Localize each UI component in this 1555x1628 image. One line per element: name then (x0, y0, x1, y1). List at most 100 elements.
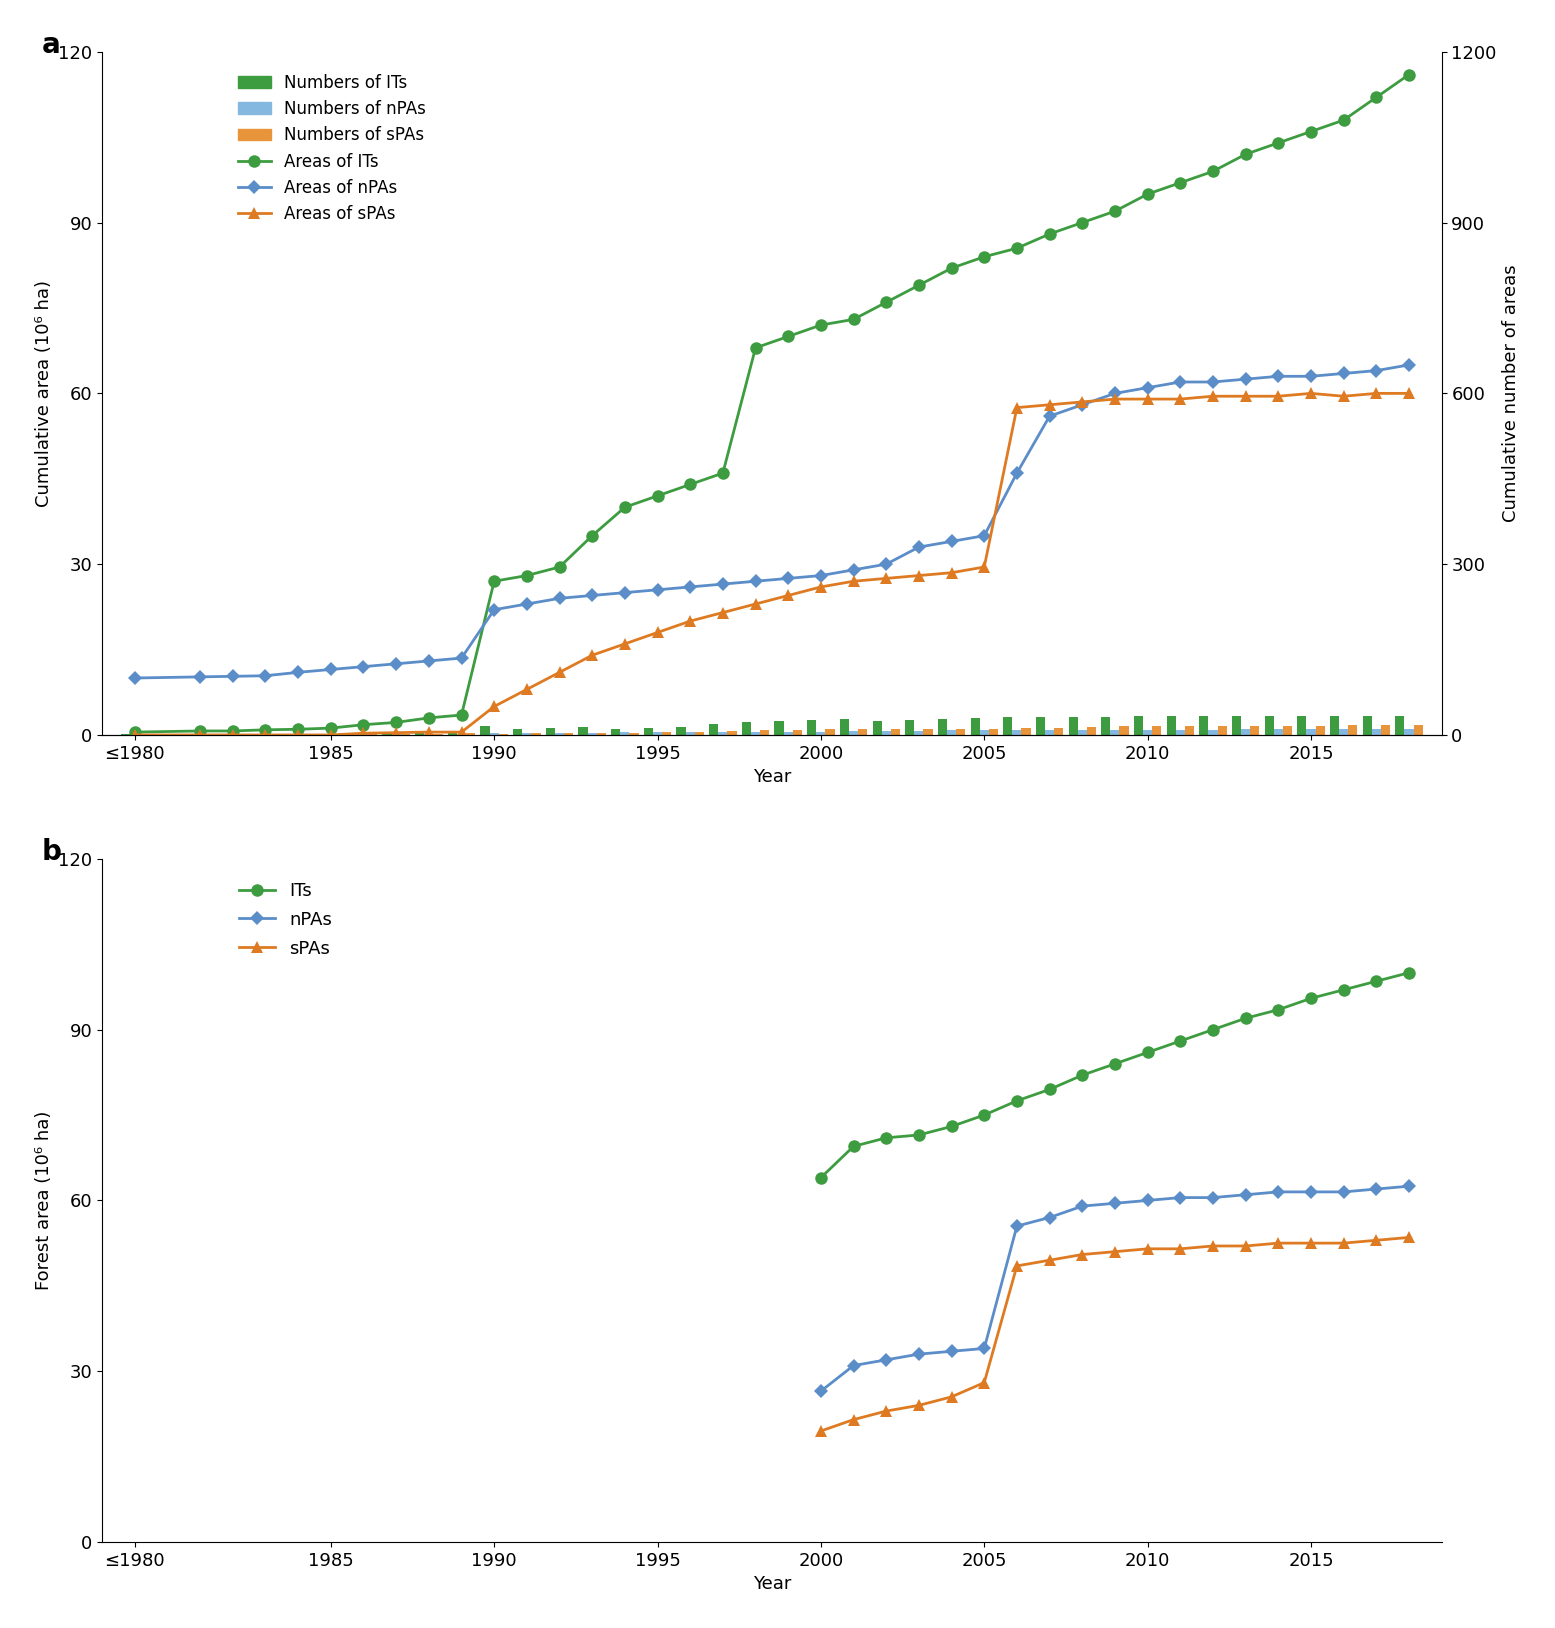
Bar (1003, 718, 1012, 734)
Bar (970, 718, 980, 734)
Bar (1036, 718, 1045, 734)
Bar (597, 733, 606, 734)
Bar (1232, 716, 1241, 734)
Bar (1176, 729, 1185, 734)
Bar (1054, 728, 1064, 734)
Bar (1218, 726, 1227, 734)
Bar (849, 731, 858, 734)
Bar (1348, 724, 1358, 734)
Y-axis label: Cumulative number of areas: Cumulative number of areas (1502, 265, 1521, 523)
Bar (480, 726, 490, 734)
Bar (1134, 716, 1143, 734)
Bar (924, 729, 933, 734)
Bar (751, 731, 760, 734)
Bar (620, 733, 630, 734)
Text: b: b (42, 838, 62, 866)
Bar (1413, 724, 1423, 734)
Bar (1022, 728, 1031, 734)
Bar (774, 721, 784, 734)
Bar (914, 731, 924, 734)
Bar (490, 733, 499, 734)
Bar (513, 729, 522, 734)
Bar (1199, 716, 1208, 734)
Bar (1241, 729, 1250, 734)
X-axis label: Year: Year (753, 1576, 791, 1594)
Bar (611, 729, 620, 734)
Bar (653, 733, 662, 734)
Bar (1143, 729, 1152, 734)
Bar (938, 720, 947, 734)
Bar (1110, 729, 1120, 734)
Bar (415, 733, 425, 734)
X-axis label: Year: Year (753, 768, 791, 786)
Bar (1166, 716, 1176, 734)
Bar (383, 733, 392, 734)
Bar (1404, 729, 1413, 734)
Bar (1185, 726, 1194, 734)
Bar (1306, 729, 1316, 734)
Bar (742, 723, 751, 734)
Bar (882, 731, 891, 734)
Bar (1152, 726, 1162, 734)
Bar (1395, 716, 1404, 734)
Bar (555, 733, 564, 734)
Bar (588, 733, 597, 734)
Bar (816, 731, 826, 734)
Bar (1330, 716, 1339, 734)
Bar (826, 729, 835, 734)
Bar (1120, 726, 1129, 734)
Bar (858, 729, 868, 734)
Bar (1078, 729, 1087, 734)
Bar (662, 733, 672, 734)
Bar (793, 729, 802, 734)
Y-axis label: Cumulative area (10⁶ ha): Cumulative area (10⁶ ha) (34, 280, 53, 506)
Text: a: a (42, 31, 61, 59)
Bar (686, 733, 695, 734)
Bar (1101, 718, 1110, 734)
Bar (1012, 729, 1022, 734)
Bar (891, 729, 900, 734)
Bar (1283, 726, 1292, 734)
Bar (1250, 726, 1260, 734)
Bar (1045, 729, 1054, 734)
Bar (872, 721, 882, 734)
Bar (905, 720, 914, 734)
Bar (1264, 716, 1274, 734)
Bar (644, 728, 653, 734)
Y-axis label: Forest area (10⁶ ha): Forest area (10⁶ ha) (34, 1110, 53, 1289)
Legend: ITs, nPAs, sPAs: ITs, nPAs, sPAs (232, 874, 339, 965)
Bar (676, 728, 686, 734)
Bar (522, 733, 532, 734)
Bar (989, 729, 998, 734)
Bar (1372, 729, 1381, 734)
Bar (1208, 729, 1218, 734)
Bar (840, 720, 849, 734)
Bar (947, 731, 956, 734)
Bar (578, 728, 588, 734)
Bar (466, 733, 476, 734)
Bar (980, 731, 989, 734)
Legend: Numbers of ITs, Numbers of nPAs, Numbers of sPAs, Areas of ITs, Areas of nPAs, A: Numbers of ITs, Numbers of nPAs, Numbers… (232, 67, 432, 230)
Bar (1068, 718, 1078, 734)
Bar (1316, 726, 1325, 734)
Bar (784, 731, 793, 734)
Bar (956, 729, 966, 734)
Bar (532, 733, 541, 734)
Bar (448, 731, 457, 734)
Bar (1339, 729, 1348, 734)
Bar (564, 733, 574, 734)
Bar (1274, 729, 1283, 734)
Bar (350, 733, 359, 734)
Bar (1381, 724, 1390, 734)
Bar (728, 731, 737, 734)
Bar (695, 731, 704, 734)
Bar (807, 720, 816, 734)
Bar (1297, 716, 1306, 734)
Bar (718, 733, 728, 734)
Bar (630, 733, 639, 734)
Bar (1362, 716, 1372, 734)
Bar (709, 723, 718, 734)
Bar (1087, 728, 1096, 734)
Bar (760, 731, 770, 734)
Bar (546, 728, 555, 734)
